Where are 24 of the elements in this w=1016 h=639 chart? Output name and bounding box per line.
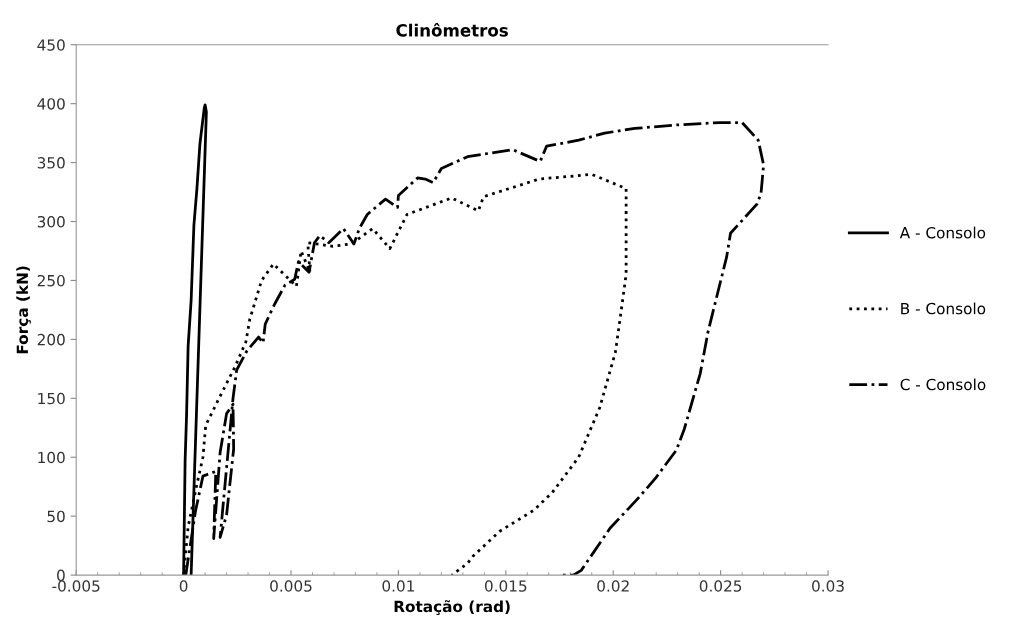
legend-label: C - Consolo [900,378,986,391]
x-tick-label: 0.02 [597,580,629,592]
y-tick-label: 200 [37,333,65,346]
x-tick-label: -0.005 [52,580,100,592]
x-tick-label: 0.015 [484,580,527,592]
legend-label: B - Consolo [901,302,986,315]
y-tick-label: 150 [38,392,65,405]
y-tick-label: 400 [37,98,65,110]
x-tick-label: 0.025 [699,580,742,592]
y-tick-label: 350 [37,157,65,169]
legend-label: A - Consolo [899,226,986,239]
x-axis-title: Rotação (rad) [394,600,510,615]
x-tick-label: 0.03 [812,580,844,592]
chart-title: Clinômetros [396,23,508,37]
y-tick-label: 50 [47,510,65,523]
x-tick-label: 0.005 [270,580,312,592]
x-tick-label: 0.01 [382,580,415,592]
y-tick-label: 100 [38,451,65,464]
y-axis-title: Força (kN) [16,266,31,354]
y-tick-label: 0 [57,569,65,582]
y-tick-label: 250 [37,274,65,287]
x-tick-label: 0 [179,580,188,592]
y-tick-label: 450 [37,39,65,51]
y-tick-label: 300 [37,215,65,228]
